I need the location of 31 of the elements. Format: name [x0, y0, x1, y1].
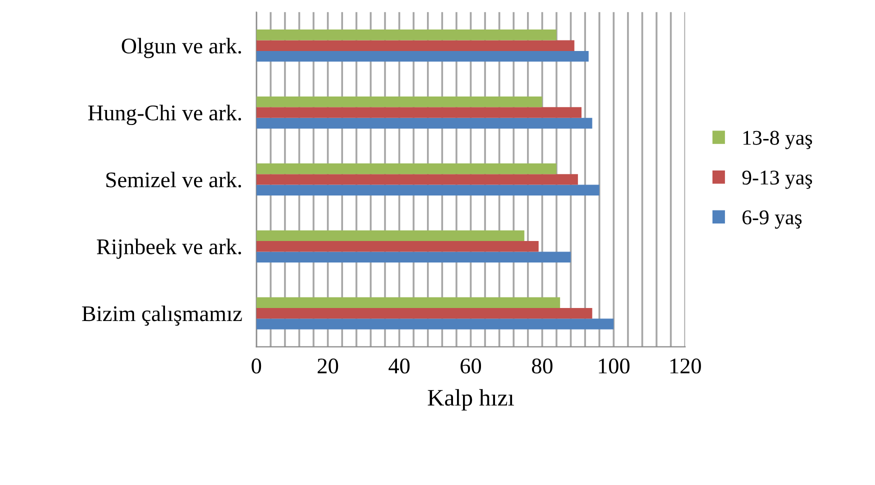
legend-label: 13-8 yaş: [743, 130, 812, 150]
y-tick-label: Bizim çalışmamız: [82, 306, 242, 326]
bar: [256, 50, 589, 62]
x-tick-label: 20: [318, 358, 338, 374]
y-tick-label: Hung-Chi ve ark.: [88, 104, 242, 126]
bar: [256, 107, 582, 118]
bar: [256, 297, 560, 308]
bar: [256, 230, 524, 242]
x-tick-label: 100: [598, 358, 630, 374]
legend-label: 9-13 yaş: [742, 170, 812, 189]
y-tick-label: Olgun ve ark.: [122, 38, 242, 58]
x-tick-label: 60: [460, 358, 482, 374]
x-tick-label: 80: [532, 358, 552, 374]
x-tick-label: 120: [670, 358, 701, 374]
bar: [256, 308, 592, 319]
x-tick-label: 0: [252, 358, 262, 374]
bar: [256, 174, 578, 185]
bar: [256, 40, 574, 51]
bar: [256, 241, 539, 252]
bar: [256, 96, 542, 108]
bar: [256, 184, 600, 196]
x-axis-title: Kalp hızı: [428, 389, 514, 411]
bar: [256, 252, 571, 262]
legend-label: 6-9 yaş: [742, 210, 802, 229]
y-tick-label: Semizel ve ark.: [106, 172, 242, 188]
bar: [256, 318, 614, 330]
bar: [256, 30, 556, 40]
bar: [256, 118, 592, 129]
bar: [256, 163, 556, 174]
x-tick-label: 40: [388, 358, 410, 374]
y-tick-label: Rijnbeek ve ark.: [96, 238, 242, 259]
